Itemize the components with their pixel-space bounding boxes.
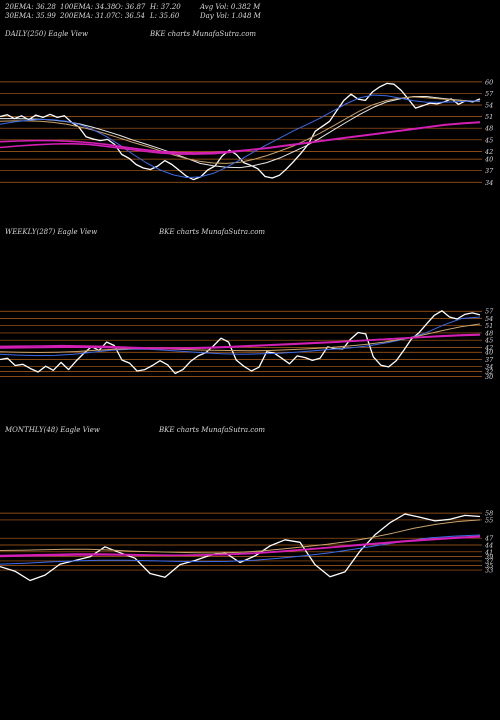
header-item-100ema: 100EMA: 34.38 xyxy=(60,3,116,11)
daily-tick-label: 45 xyxy=(484,136,493,144)
monthly-series-ema-4 xyxy=(0,535,481,558)
monthly-tick-label: 37 xyxy=(485,557,494,565)
daily-tick-label: 40 xyxy=(484,156,493,164)
monthly-tick-label: 33 xyxy=(485,567,493,575)
weekly-tick-label: 34 xyxy=(485,363,493,371)
weekly-series-price-0 xyxy=(0,310,481,375)
daily-tick-label: 57 xyxy=(485,90,494,98)
header-item-day-vol: Day Vol: 1.048 M xyxy=(200,12,261,20)
monthly-tick-label: 44 xyxy=(484,542,493,550)
daily-series-ema-1 xyxy=(0,96,481,169)
daily-panel-title: DAILY(250) Eagle View xyxy=(4,30,88,38)
weekly-tick-label: 30 xyxy=(485,373,493,381)
header-item-200ema: 200EMA: 31.07 xyxy=(60,12,116,20)
header-item-high: H: 37.20 xyxy=(150,3,181,11)
monthly-tick-label: 58 xyxy=(485,510,493,518)
daily-series-ema-5 xyxy=(0,121,481,154)
daily-tick-label: 48 xyxy=(484,125,493,133)
weekly-tick-label: 32 xyxy=(485,368,493,376)
daily-series-ema-3 xyxy=(0,94,481,179)
daily-tick-label: 60 xyxy=(485,78,493,86)
weekly-panel-title: WEEKLY(287) Eagle View xyxy=(5,228,97,236)
header-item-avg-vol: Avg Vol: 0.382 M xyxy=(200,3,261,11)
monthly-series-price-0 xyxy=(0,513,481,582)
weekly-tick-label: 48 xyxy=(484,329,493,337)
header-item-close: C: 36.54 xyxy=(115,12,145,20)
daily-watermark: BKE charts MunafaSutra.com xyxy=(149,30,256,38)
weekly-tick-label: 37 xyxy=(485,356,494,364)
daily-tick-label: 37 xyxy=(485,167,494,175)
header-item-30ema: 30EMA: 35.99 xyxy=(5,12,56,20)
weekly-tick-label: 54 xyxy=(485,315,493,323)
weekly-tick-label: 57 xyxy=(485,308,494,316)
weekly-tick-label: 40 xyxy=(484,349,493,357)
monthly-watermark: BKE charts MunafaSutra.com xyxy=(158,426,265,434)
header-item-open: O: 36.87 xyxy=(115,3,146,11)
weekly-tick-label: 51 xyxy=(485,322,493,330)
monthly-tick-label: 41 xyxy=(484,548,493,556)
daily-tick-label: 54 xyxy=(485,102,493,110)
weekly-tick-label: 42 xyxy=(484,344,493,352)
daily-tick-label: 51 xyxy=(485,113,493,121)
weekly-series-ema-2 xyxy=(0,323,481,353)
daily-tick-label: 34 xyxy=(485,179,493,187)
monthly-tick-label: 35 xyxy=(485,562,493,570)
daily-series-price-0 xyxy=(0,82,481,181)
monthly-tick-label: 39 xyxy=(485,553,493,561)
monthly-tick-label: 47 xyxy=(484,535,494,543)
daily-tick-label: 42 xyxy=(484,148,493,156)
monthly-panel-title: MONTHLY(48) Eagle View xyxy=(4,426,100,434)
header-item-20ema: 20EMA: 36.28 xyxy=(5,3,56,11)
weekly-watermark: BKE charts MunafaSutra.com xyxy=(158,228,265,236)
monthly-series-ema-1 xyxy=(0,519,481,554)
daily-series-ema-4 xyxy=(0,121,481,155)
monthly-tick-label: 55 xyxy=(485,516,493,524)
weekly-series-ema-4 xyxy=(0,334,481,350)
header-item-low: L: 35.60 xyxy=(150,12,180,20)
weekly-tick-label: 45 xyxy=(484,337,493,345)
weekly-series-ema-1 xyxy=(0,316,481,357)
